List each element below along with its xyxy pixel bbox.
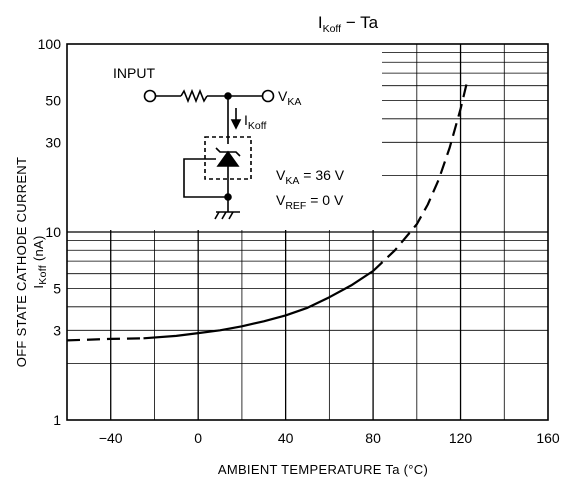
x-tick-label: 0 xyxy=(194,430,202,446)
y-tick-label: 5 xyxy=(53,281,61,297)
tick-labels: −40 0 40 80 120 160 1 3 5 10 30 50 100 xyxy=(38,36,560,446)
inset-circuit: INPUT VKA IKoff VKA = 36 V VREF = 0 V xyxy=(113,65,345,220)
y-tick-label: 50 xyxy=(45,93,61,109)
y-tick-label: 3 xyxy=(53,322,61,338)
title-rest: − Ta xyxy=(341,13,379,32)
x-tick-label: −40 xyxy=(99,430,123,446)
y-axis-title-line1: OFF STATE CATHODE CURRENT xyxy=(14,157,29,367)
series-line-3 xyxy=(372,81,469,272)
title-main: I xyxy=(318,13,323,32)
y-axis-title-line2: IKoff (nA) xyxy=(31,235,49,288)
x-tick-label: 120 xyxy=(449,430,473,446)
wire-reference xyxy=(183,158,228,198)
inset-condition-vref: VREF = 0 V xyxy=(276,192,344,212)
series-line-2 xyxy=(143,270,374,340)
inset-background xyxy=(67,44,382,230)
inset-vka-label: VKA xyxy=(278,88,301,108)
current-arrow-icon xyxy=(230,119,242,130)
y-axis-title-main: I xyxy=(31,285,46,289)
title-sub: Koff xyxy=(323,23,342,35)
y-tick-label: 30 xyxy=(45,134,61,150)
y-axis-title-sub: Koff xyxy=(37,265,49,285)
x-tick-label: 160 xyxy=(536,430,560,446)
vka-terminal-icon xyxy=(261,89,275,103)
series-line-1 xyxy=(66,337,144,342)
x-tick-label: 40 xyxy=(278,430,294,446)
x-tick-label: 80 xyxy=(365,430,381,446)
y-tick-label: 100 xyxy=(38,36,62,52)
x-axis-title: AMBIENT TEMPERATURE Ta (°C) xyxy=(218,462,428,477)
inset-current-label: IKoff xyxy=(244,112,266,132)
series xyxy=(66,81,469,342)
resistor-icon xyxy=(180,88,208,104)
node-bottom-icon xyxy=(224,193,232,201)
y-axis-title-rest: (nA) xyxy=(31,235,46,265)
chart-title: IKoff − Ta xyxy=(318,13,379,35)
ground-hatch-1 xyxy=(214,211,220,220)
y-tick-label: 10 xyxy=(45,224,61,240)
y-axis-title: OFF STATE CATHODE CURRENT IKoff (nA) xyxy=(14,157,49,367)
plot-frame xyxy=(66,43,549,421)
inset-input-label: INPUT xyxy=(113,65,155,81)
zener-bar-icon xyxy=(215,147,241,157)
ground-hatch-3 xyxy=(228,211,234,220)
ground-hatch-2 xyxy=(221,211,227,220)
inset-condition-vka: VKA = 36 V xyxy=(276,167,345,187)
y-tick-label: 1 xyxy=(53,412,61,428)
device-outline xyxy=(204,136,252,180)
